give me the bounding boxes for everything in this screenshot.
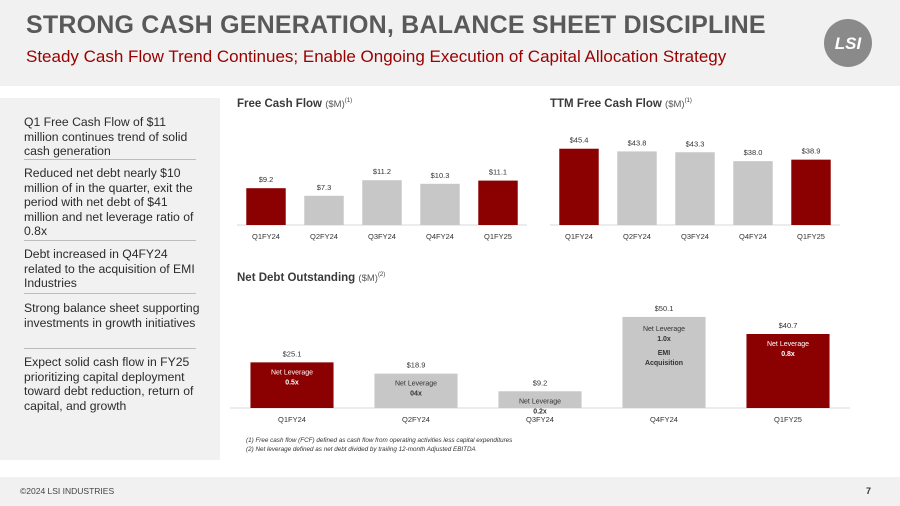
fcf-chart-title: Free Cash Flow ($M)(1) (237, 98, 353, 110)
bar (617, 151, 657, 225)
sidebar-item: Debt increased in Q4FY24 related to the … (24, 247, 195, 291)
ttm-chart-title: TTM Free Cash Flow ($M)(1) (550, 98, 692, 110)
data-label: $50.1 (655, 304, 674, 313)
debt-chart-title: Net Debt Outstanding ($M)(2) (237, 272, 386, 284)
data-label: $43.8 (628, 138, 647, 147)
bar-annotation: Net Leverage (643, 326, 685, 333)
bar (374, 373, 458, 408)
data-label: $9.2 (259, 175, 274, 184)
bar (746, 334, 830, 408)
page-title: STRONG CASH GENERATION, BALANCE SHEET DI… (26, 11, 766, 39)
bar-annotation: 0.8x (781, 351, 795, 358)
bar-annotation: 0.5x (285, 379, 299, 386)
logo-text: LSI (835, 34, 863, 53)
lsi-logo-icon: LSI (824, 19, 872, 67)
tick-label: Q3FY24 (368, 232, 396, 241)
tick-label: Q1FY25 (774, 415, 802, 424)
sidebar-divider (24, 348, 196, 349)
data-label: $45.4 (570, 136, 589, 145)
tick-label: Q2FY24 (310, 232, 338, 241)
data-label: $43.3 (686, 139, 705, 148)
data-label: $38.9 (802, 147, 821, 156)
sidebar-divider (24, 293, 196, 294)
sidebar-item: Q1 Free Cash Flow of $11 million continu… (24, 115, 188, 159)
tick-label: Q1FY24 (252, 232, 280, 241)
bar (362, 180, 402, 225)
footnote: (1) Free cash flow (FCF) defined as cash… (246, 437, 513, 444)
bar (622, 316, 706, 408)
bar (304, 195, 344, 225)
data-label: $38.0 (744, 148, 763, 157)
tick-label: Q3FY24 (681, 232, 709, 241)
bar-annotation: Net Leverage (519, 398, 561, 405)
bar (478, 180, 518, 225)
footnote: (2) Net leverage defined as net debt div… (246, 445, 476, 453)
bar (675, 152, 715, 225)
footer-band (0, 477, 900, 506)
tick-label: Q1FY24 (565, 232, 593, 241)
bar-annotation: Net Leverage (395, 381, 437, 388)
bar-annotation: 04x (410, 391, 422, 398)
bar (559, 148, 599, 225)
copyright: ©2024 LSI INDUSTRIES (20, 486, 115, 496)
tick-label: Q2FY24 (402, 415, 430, 424)
sidebar-item: Strong balance sheet supporting investme… (24, 301, 200, 330)
bar-annotation: Acquisition (645, 360, 683, 367)
bar (250, 362, 334, 408)
bar-annotation: Net Leverage (271, 369, 313, 376)
page-number: 7 (866, 486, 872, 496)
fcf-chart: $9.2 Q1FY24 $7.3 Q2FY24 $11.2 Q3FY24 $10.3 Q4FY… (237, 167, 527, 241)
ttm-chart: $45.4 Q1FY24 $43.8 Q2FY24 $43.3 Q3FY24 $38.0 Q4… (550, 136, 840, 241)
tick-label: Q2FY24 (623, 232, 651, 241)
header-band: STRONG CASH GENERATION, BALANCE SHEET DI… (0, 0, 900, 86)
bar (791, 159, 831, 225)
bar-annotation: 1.0x (657, 336, 671, 343)
bar-annotation: 0.2x (533, 408, 547, 415)
tick-label: Q1FY25 (484, 232, 512, 241)
bar (246, 188, 286, 225)
data-label: $9.2 (533, 378, 548, 387)
page-subtitle: Steady Cash Flow Trend Continues; Enable… (26, 47, 727, 66)
data-label: $10.3 (431, 171, 450, 180)
bar (498, 391, 582, 408)
sidebar-divider (24, 240, 196, 241)
sidebar: Q1 Free Cash Flow of $11 million continu… (0, 98, 220, 460)
sidebar-divider (24, 159, 196, 160)
tick-label: Q3FY24 (526, 415, 554, 424)
data-label: $7.3 (317, 183, 332, 192)
data-label: $25.1 (283, 349, 302, 358)
data-label: $40.7 (779, 321, 798, 330)
bar-annotation: Net Leverage (767, 341, 809, 348)
tick-label: Q4FY24 (739, 232, 767, 241)
bar (420, 183, 460, 225)
data-label: $11.2 (373, 167, 391, 176)
sidebar-item: Reduced net debt nearly $10 million of i… (24, 166, 194, 239)
data-label: $18.9 (407, 361, 426, 370)
sidebar-item: Expect solid cash flow in FY25 prioritiz… (24, 355, 194, 413)
tick-label: Q4FY24 (426, 232, 454, 241)
tick-label: Q1FY25 (797, 232, 825, 241)
footnotes: (1) Free cash flow (FCF) defined as cash… (246, 437, 512, 454)
bar (733, 161, 773, 225)
bar-annotation: EMI (658, 350, 671, 357)
net-debt-chart: $25.1 Q1FY24 Net Leverage 0.5x $18.9 Q2FY24 Ne… (230, 304, 850, 424)
data-label: $11.1 (489, 168, 507, 177)
tick-label: Q4FY24 (650, 415, 678, 424)
tick-label: Q1FY24 (278, 415, 306, 424)
